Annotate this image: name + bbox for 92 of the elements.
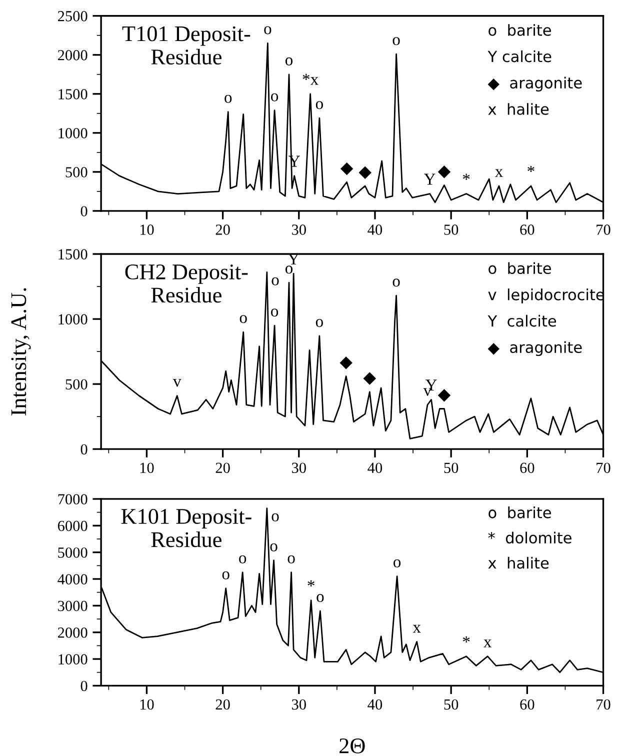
annotation: o: [222, 571, 230, 580]
annotation: o: [272, 277, 279, 286]
x-tick-label: 40: [368, 699, 382, 710]
annotation: o barite: [488, 24, 551, 36]
annotation: o: [240, 315, 247, 324]
annotation: o: [288, 555, 295, 564]
annotation: Y: [424, 174, 436, 185]
annotation: o: [271, 308, 278, 317]
x-tick-label: 30: [292, 699, 306, 710]
y-axis-title: Intensity, A.U.: [11, 288, 31, 416]
y-tick-label: 1000: [58, 128, 88, 138]
y-tick-label: 3000: [58, 600, 88, 612]
annotation: * dolomite: [488, 532, 572, 544]
x-tick-label: 10: [140, 699, 154, 710]
y-tick-label: 4000: [58, 574, 88, 584]
y-tick-label: 0: [80, 680, 88, 692]
y-tick-label: 1500: [58, 89, 88, 100]
annotation: ◆: [358, 166, 372, 179]
annotation: o barite: [488, 262, 551, 274]
annotation: o: [316, 101, 323, 110]
y-tick-label: 500: [66, 379, 88, 390]
y-tick-label: 2000: [58, 50, 88, 60]
annotation: v lepidocrocite: [488, 288, 604, 304]
x-tick-label: 70: [596, 462, 610, 474]
y-tick-label: 6000: [58, 520, 88, 532]
annotation: ◆ aragonite: [488, 76, 582, 92]
x-tick-label: 60: [520, 699, 534, 710]
x-tick-label: 40: [368, 224, 382, 235]
x-axis-title: 2Θ: [340, 738, 365, 754]
annotation: *: [462, 636, 470, 642]
x-tick-label: 20: [216, 224, 230, 235]
x-tick-label: 50: [444, 462, 458, 474]
y-tick-label: 500: [66, 167, 88, 178]
annotation: x: [412, 624, 421, 633]
annotation: o: [270, 543, 278, 552]
x-tick-label: 20: [216, 462, 230, 474]
annotation: *x: [302, 74, 318, 85]
text: T101 Deposit- Residue: [122, 26, 250, 65]
annotation: o: [316, 318, 323, 327]
x-tick-label: 50: [444, 224, 458, 235]
annotation: x: [484, 640, 492, 648]
y-tick-label: 2500: [58, 11, 88, 22]
y-tick-label: 2000: [58, 627, 88, 638]
y-tick-label: 5000: [58, 547, 88, 558]
annotation: o: [285, 266, 293, 274]
annotation: o: [239, 555, 246, 564]
annotation: o: [224, 94, 232, 103]
text: K101 Deposit- Residue: [121, 508, 252, 548]
annotation: o: [394, 559, 401, 568]
y-tick-label: 0: [80, 206, 88, 216]
x-tick-label: 30: [292, 462, 306, 474]
y-tick-label: 1500: [58, 249, 88, 260]
annotation: x halite: [488, 556, 549, 569]
annotation: ◆: [363, 372, 376, 385]
annotation: v: [423, 388, 432, 396]
x-tick-label: 40: [368, 462, 382, 474]
annotation: o: [264, 26, 272, 34]
y-tick-label: 1000: [58, 654, 88, 664]
x-tick-label: 50: [444, 699, 458, 710]
annotation: Y calcite: [488, 50, 552, 62]
annotation: ◆: [438, 165, 451, 178]
annotation: ◆: [340, 162, 354, 176]
annotation: ◆ aragonite: [488, 341, 582, 356]
y-tick-label: 7000: [58, 494, 88, 504]
x-tick-label: 10: [140, 462, 154, 474]
x-tick-label: 70: [596, 699, 610, 710]
annotation: o: [392, 37, 400, 46]
annotation: *: [462, 174, 470, 180]
annotation: o: [316, 594, 324, 602]
annotation: o: [285, 57, 293, 66]
annotation: o: [272, 513, 279, 522]
text: CH2 Deposit- Residue: [125, 264, 248, 303]
x-tick-label: 30: [292, 224, 306, 235]
x-tick-label: 10: [140, 224, 154, 235]
x-tick-label: 70: [596, 224, 610, 235]
x-tick-label: 60: [520, 224, 534, 235]
annotation: Y calcite: [488, 314, 556, 327]
annotation: x: [494, 169, 503, 177]
annotation: ◆: [438, 389, 451, 402]
annotation: *: [308, 580, 314, 586]
x-tick-label: 60: [520, 462, 534, 474]
y-tick-label: 0: [80, 444, 88, 455]
annotation: ◆: [340, 356, 352, 370]
annotation: x halite: [488, 103, 549, 115]
x-tick-label: 20: [216, 699, 230, 710]
y-tick-label: 1000: [58, 314, 88, 324]
annotation: *: [528, 166, 534, 172]
annotation: Y: [425, 380, 437, 391]
annotation: o barite: [488, 506, 551, 518]
annotation: o: [271, 93, 278, 102]
annotation: o: [392, 278, 400, 287]
annotation: v: [172, 378, 182, 387]
